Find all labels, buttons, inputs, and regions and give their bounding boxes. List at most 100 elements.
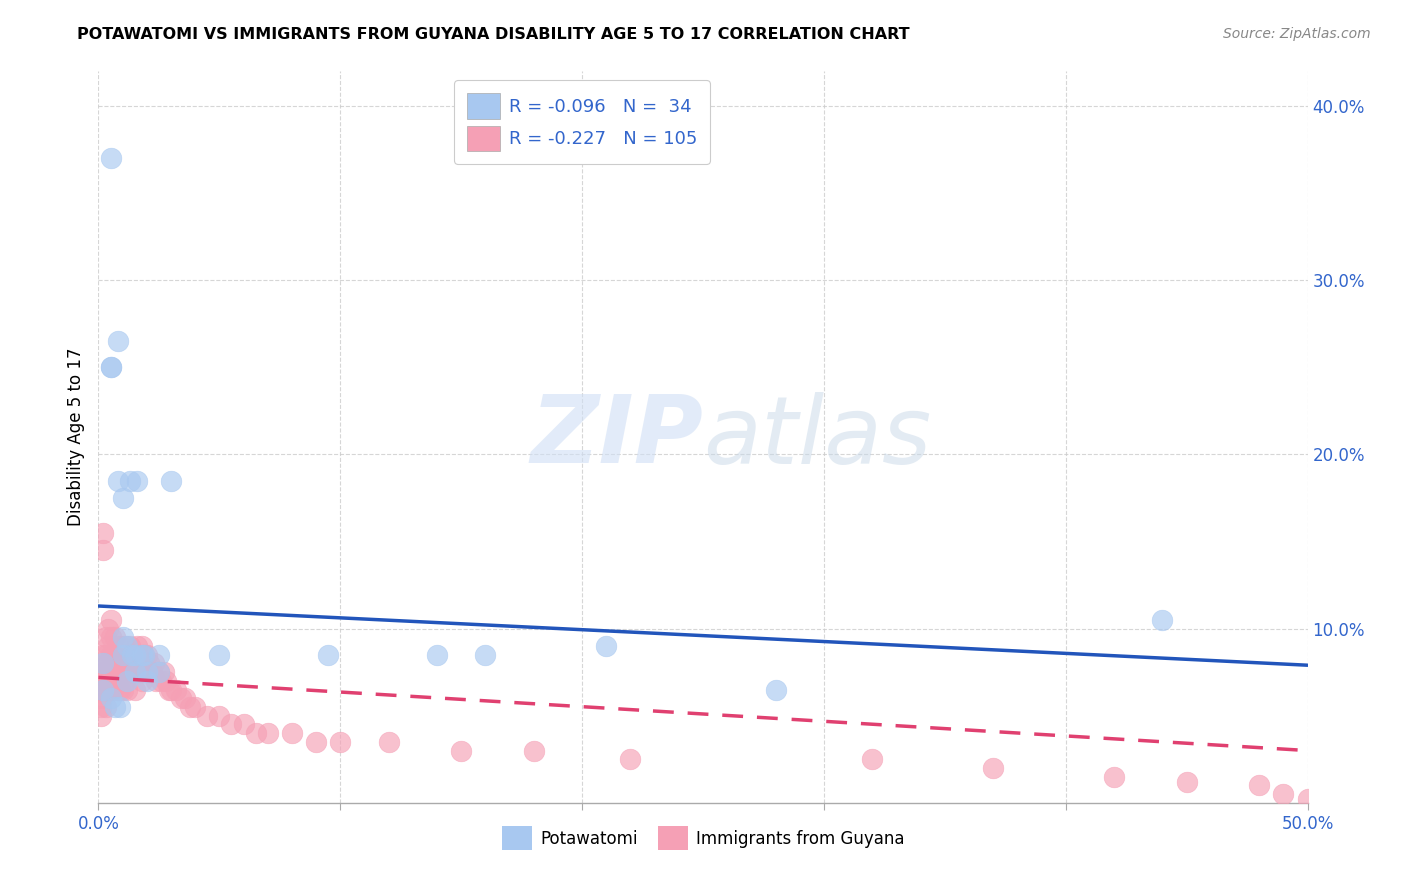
Point	[101, 665, 124, 680]
Point	[100, 665, 122, 680]
Point	[94, 665, 117, 680]
Point	[111, 682, 134, 697]
Point	[148, 665, 170, 680]
Point	[100, 613, 122, 627]
Point	[128, 648, 150, 662]
Point	[860, 752, 883, 766]
Point	[108, 665, 131, 680]
Point	[305, 735, 328, 749]
Point	[107, 334, 129, 349]
Point	[281, 726, 304, 740]
Point	[121, 665, 143, 680]
Point	[100, 360, 122, 375]
Point	[155, 673, 177, 688]
Point	[160, 682, 183, 697]
Point	[90, 682, 112, 697]
Point	[765, 682, 787, 697]
Point	[595, 639, 617, 653]
Point	[114, 639, 136, 653]
Point	[118, 474, 141, 488]
Point	[221, 717, 243, 731]
Point	[450, 743, 472, 757]
Point	[131, 657, 153, 671]
Point	[134, 648, 156, 662]
Point	[143, 657, 166, 671]
Text: ZIP: ZIP	[530, 391, 703, 483]
Point	[135, 665, 157, 680]
Point	[141, 665, 163, 680]
Legend: Potawatomi, Immigrants from Guyana: Potawatomi, Immigrants from Guyana	[495, 820, 911, 856]
Point	[1152, 613, 1174, 627]
Point	[100, 691, 122, 706]
Point	[117, 665, 139, 680]
Point	[91, 543, 114, 558]
Point	[138, 657, 160, 671]
Point	[97, 622, 120, 636]
Point	[1102, 770, 1125, 784]
Point	[111, 648, 134, 662]
Point	[474, 648, 496, 662]
Point	[104, 700, 127, 714]
Point	[101, 648, 124, 662]
Point	[195, 708, 218, 723]
Point	[107, 474, 129, 488]
Point	[108, 639, 131, 653]
Point	[232, 717, 254, 731]
Point	[111, 631, 134, 645]
Point	[97, 657, 120, 671]
Point	[121, 648, 143, 662]
Text: Source: ZipAtlas.com: Source: ZipAtlas.com	[1223, 27, 1371, 41]
Point	[91, 682, 114, 697]
Point	[184, 700, 207, 714]
Point	[145, 673, 167, 688]
Point	[94, 648, 117, 662]
Point	[91, 665, 114, 680]
Point	[124, 648, 146, 662]
Point	[111, 648, 134, 662]
Point	[107, 665, 129, 680]
Point	[117, 673, 139, 688]
Point	[91, 657, 114, 671]
Point	[100, 631, 122, 645]
Point	[1296, 792, 1319, 806]
Point	[91, 648, 114, 662]
Point	[107, 639, 129, 653]
Point	[97, 665, 120, 680]
Point	[134, 648, 156, 662]
Point	[104, 648, 127, 662]
Point	[124, 648, 146, 662]
Text: atlas: atlas	[703, 392, 931, 483]
Point	[124, 682, 146, 697]
Point	[111, 657, 134, 671]
Point	[97, 639, 120, 653]
Point	[101, 657, 124, 671]
Point	[111, 491, 134, 505]
Point	[619, 752, 641, 766]
Point	[97, 682, 120, 697]
Point	[160, 474, 183, 488]
Point	[104, 657, 127, 671]
Point	[1249, 778, 1271, 792]
Point	[150, 673, 173, 688]
Point	[135, 673, 157, 688]
Point	[256, 726, 278, 740]
Point	[90, 708, 112, 723]
Point	[117, 682, 139, 697]
Point	[100, 648, 122, 662]
Point	[157, 682, 180, 697]
Point	[208, 648, 231, 662]
Point	[94, 700, 117, 714]
Point	[981, 761, 1004, 775]
Point	[90, 700, 112, 714]
Point	[134, 665, 156, 680]
Point	[108, 682, 131, 697]
Point	[104, 631, 127, 645]
Point	[127, 639, 149, 653]
Point	[118, 657, 141, 671]
Point	[121, 648, 143, 662]
Point	[90, 691, 112, 706]
Point	[169, 691, 191, 706]
Point	[114, 657, 136, 671]
Point	[90, 682, 112, 697]
Point	[128, 665, 150, 680]
